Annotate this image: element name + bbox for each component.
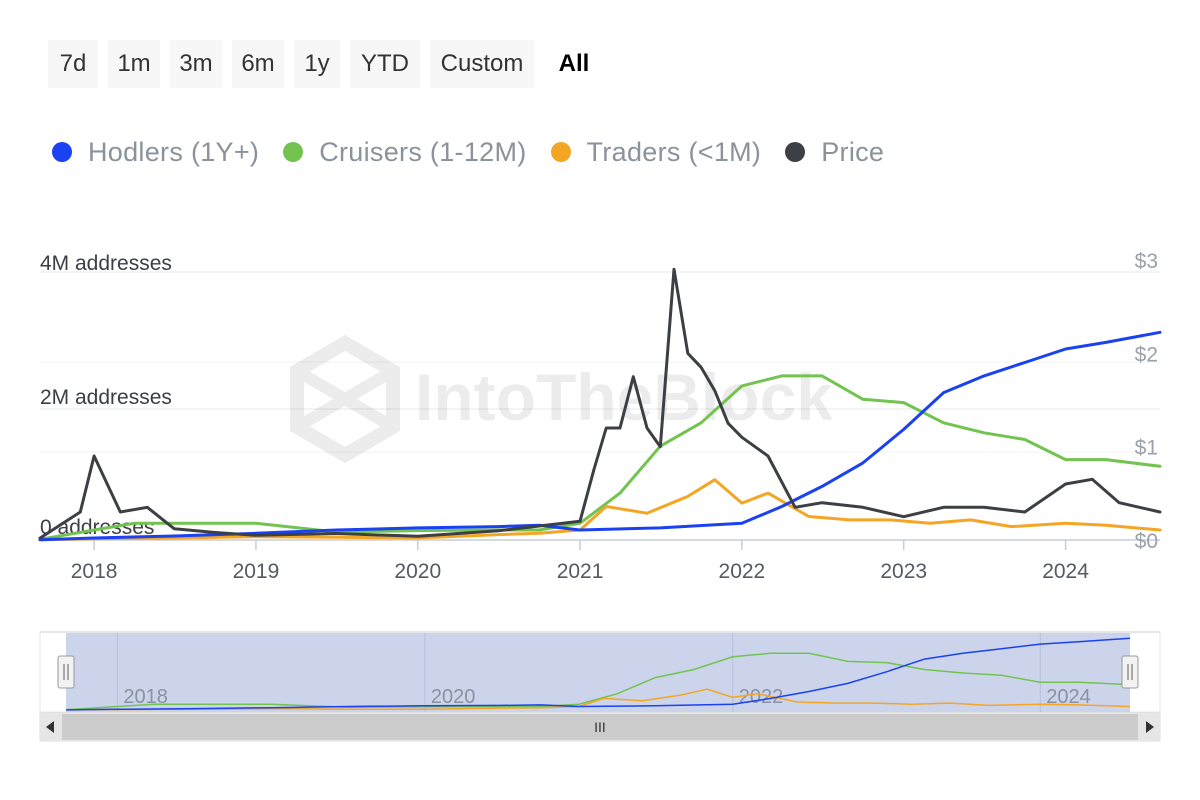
- x-tick-label: 2024: [1042, 560, 1089, 583]
- scroll-right-button[interactable]: [1138, 714, 1160, 740]
- y-left-tick-label: 4M addresses: [40, 252, 172, 275]
- navigator-line-traders: [65, 688, 1131, 711]
- scrollbar[interactable]: III: [39, 712, 1161, 742]
- legend-dot-traders: [550, 142, 571, 162]
- navigator-handle-right[interactable]: [1121, 655, 1139, 689]
- range-3m-button[interactable]: 3m: [170, 40, 222, 88]
- range-custom-button[interactable]: Custom: [430, 40, 534, 88]
- range-6m-button[interactable]: 6m: [232, 40, 284, 88]
- chart-legend: Hodlers (1Y+) Cruisers (1-12M) Traders (…: [52, 132, 908, 172]
- navigator-year-label: 2020: [431, 686, 476, 708]
- caret-left-icon: [46, 721, 54, 733]
- range-selector: 7d 1m 3m 6m 1y YTD Custom All: [48, 40, 614, 88]
- y-left-tick-label: 2M addresses: [40, 386, 172, 409]
- legend-dot-hodlers: [52, 142, 72, 162]
- navigator-line-hodlers: [65, 637, 1131, 711]
- legend-label-hodlers: Hodlers (1Y+): [88, 136, 260, 167]
- series-line-cruisers: [38, 374, 1162, 541]
- scrollbar-grip: III: [594, 719, 606, 735]
- navigator-year-label: 2024: [1046, 686, 1091, 708]
- legend-item-hodlers[interactable]: Hodlers (1Y+): [52, 137, 259, 168]
- watermark-text: IntoTheBlock: [415, 360, 833, 434]
- navigator-line-cruisers: [65, 652, 1131, 711]
- x-tick-label: 2021: [557, 560, 604, 583]
- series-group: [38, 267, 1162, 542]
- legend-label-traders: Traders (<1M): [586, 136, 762, 167]
- legend-label-cruisers: Cruisers (1-12M): [319, 136, 527, 167]
- series-line-price: [38, 267, 1162, 540]
- y-right-tick-label: $0: [1135, 530, 1158, 553]
- watermark-logo-icon: [290, 334, 400, 464]
- series-line-hodlers: [38, 330, 1162, 542]
- range-1y-button[interactable]: 1y: [294, 40, 340, 88]
- x-tick-label: 2020: [394, 560, 441, 583]
- y-right-tick-label: $1: [1135, 437, 1158, 460]
- navigator-gridlines: [116, 633, 1041, 712]
- series-line-traders: [38, 478, 1162, 542]
- legend-label-price: Price: [821, 136, 885, 167]
- range-ytd-button[interactable]: YTD: [350, 40, 420, 88]
- range-1m-button[interactable]: 1m: [108, 40, 160, 88]
- x-axis: 2018 2019 2020 2021 2022 2023 2024: [40, 539, 1160, 583]
- legend-item-traders[interactable]: Traders (<1M): [550, 136, 762, 168]
- range-all-button[interactable]: All: [558, 50, 590, 77]
- x-tick-label: 2022: [719, 560, 766, 583]
- legend-dot-cruisers: [283, 142, 304, 162]
- watermark: IntoTheBlock: [290, 334, 833, 464]
- y-axis-right: $0 $1 $2 $3: [1135, 250, 1158, 553]
- legend-item-cruisers[interactable]: Cruisers (1-12M): [283, 137, 526, 168]
- y-right-tick-label: $2: [1135, 343, 1158, 366]
- y-right-tick-label: $3: [1135, 250, 1158, 273]
- x-tick-label: 2018: [71, 560, 118, 583]
- scrollbar-thumb[interactable]: [62, 714, 1138, 740]
- navigator-series: [65, 637, 1131, 711]
- navigator-year-label: 2022: [739, 686, 784, 708]
- legend-dot-price: [785, 142, 806, 162]
- navigator: 2018 2020 2022 2024: [39, 631, 1161, 713]
- navigator-year-labels: 2018 2020 2022 2024: [123, 686, 1090, 708]
- x-tick-label: 2023: [880, 560, 927, 583]
- navigator-handle-left[interactable]: [57, 655, 75, 689]
- range-7d-button[interactable]: 7d: [48, 40, 98, 88]
- caret-right-icon: [1146, 721, 1154, 733]
- x-tick-label: 2019: [233, 560, 280, 583]
- scroll-left-button[interactable]: [40, 714, 62, 740]
- navigator-year-label: 2018: [123, 686, 168, 708]
- legend-item-price[interactable]: Price: [785, 137, 884, 168]
